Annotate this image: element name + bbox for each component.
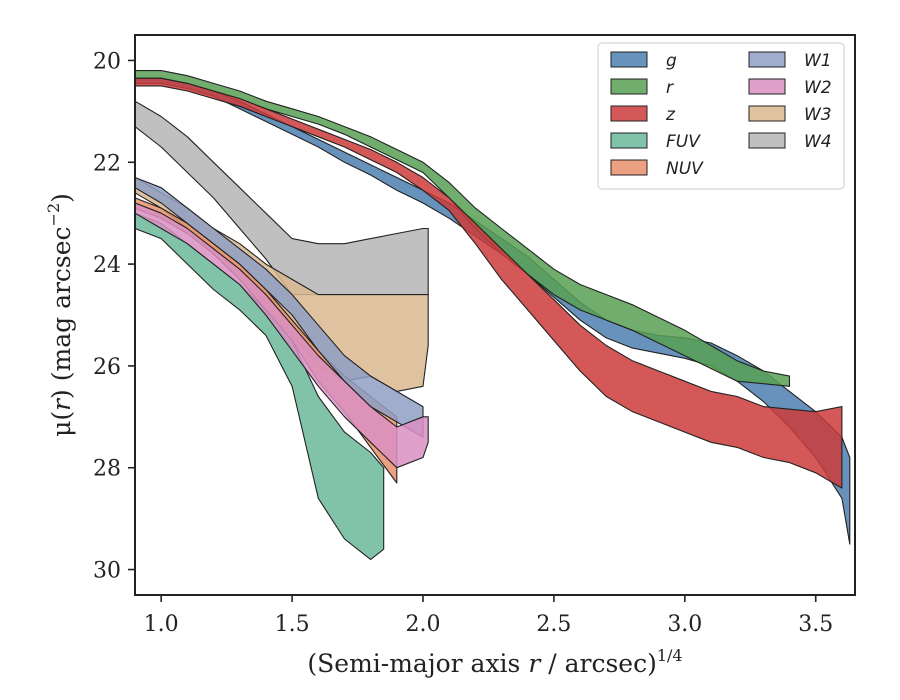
band-g — [134, 77, 851, 545]
legend-label-nuv: NUV — [666, 159, 704, 179]
y-axis-label-mu: μ( — [47, 411, 76, 437]
legend-label-z: z — [665, 105, 676, 125]
x-axis-label-exponent: 1/4 — [657, 646, 683, 665]
legend-swatch-w1 — [748, 51, 786, 68]
y-tick-label: 30 — [93, 559, 121, 584]
x-axis-label: (Semi-major axis r / arcsec)1/4 — [307, 646, 682, 678]
band-r — [134, 70, 791, 387]
band-z — [134, 77, 843, 489]
x-axis-label-pre: (Semi-major axis — [307, 649, 528, 678]
y-tick-label: 24 — [93, 253, 121, 278]
x-tick-label: 3.5 — [798, 612, 833, 637]
band-w2 — [134, 202, 429, 469]
legend-swatch-w2 — [748, 78, 786, 95]
legend-swatch-z — [610, 105, 648, 122]
legend-swatch-fuv — [610, 132, 648, 149]
y-axis-label-exponent: −2 — [44, 203, 63, 227]
legend-label-w2: W2 — [804, 78, 832, 98]
legend-label-fuv: FUV — [666, 132, 701, 152]
legend-swatch-r — [610, 78, 648, 95]
legend-swatch-w3 — [748, 105, 786, 122]
axes: 1.0 1.5 2.0 2.5 3.0 3.5 20 22 24 26 28 30 — [93, 49, 833, 637]
y-axis-label: μ(r) (mag arcsec−2) — [44, 193, 76, 437]
y-axis-label-close: ) — [47, 193, 76, 203]
y-tick-label: 26 — [93, 355, 121, 380]
y-axis-label-var: r — [47, 397, 76, 411]
x-tick-label: 2.5 — [536, 612, 571, 637]
legend-swatch-w4 — [748, 132, 786, 149]
x-axis-label-var: r — [528, 649, 542, 678]
legend-label-r: r — [666, 78, 674, 98]
legend-label-g: g — [666, 51, 677, 71]
legend-label-w1: W1 — [804, 51, 832, 71]
x-tick-label: 1.5 — [275, 612, 310, 637]
x-axis-label-post: / arcsec) — [540, 649, 657, 678]
y-tick-label: 20 — [93, 49, 121, 74]
y-tick-label: 22 — [93, 151, 121, 176]
legend-label-w3: W3 — [804, 105, 832, 125]
x-tick-label: 1.0 — [144, 612, 179, 637]
legend-swatch-nuv — [610, 159, 648, 176]
legend: grz FUV NUV W1 W2 W3 W4 — [597, 42, 845, 190]
x-tick-label: 2.0 — [406, 612, 441, 637]
y-axis-label-units: ) (mag arcsec — [47, 226, 76, 399]
series-bands — [134, 70, 851, 560]
y-tick-label: 28 — [93, 457, 121, 482]
legend-label-w4: W4 — [804, 132, 832, 152]
legend-swatch-g — [610, 51, 648, 68]
plot-frame — [134, 34, 856, 596]
x-tick-label: 3.0 — [667, 612, 702, 637]
